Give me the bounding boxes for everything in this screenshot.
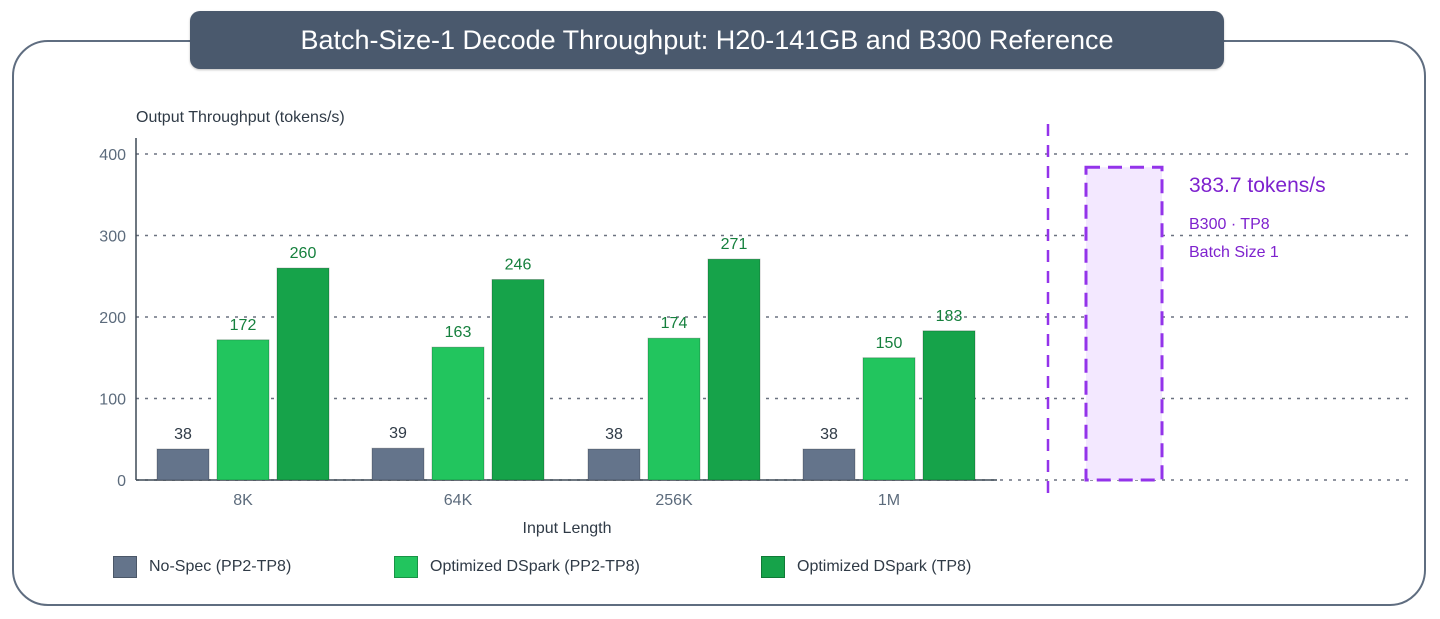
- bar-64K-series-1: [431, 346, 485, 481]
- bar-8K-series-0: [156, 448, 210, 481]
- bar-8K-series-2: [276, 267, 330, 481]
- x-tick-label: 256K: [655, 492, 693, 509]
- reference-bar: [1084, 165, 1164, 482]
- reference-config-label: B300 · TP8: [1189, 216, 1270, 233]
- bar-1M-series-0: [802, 448, 856, 481]
- x-tick-label: 1M: [878, 492, 900, 509]
- legend-swatch-dspark-pp2: [394, 556, 418, 578]
- legend-swatch-no-spec: [113, 556, 137, 578]
- legend-swatch-dspark-tp8: [761, 556, 785, 578]
- bar-value-label: 38: [174, 426, 192, 443]
- bar-1M-series-1: [862, 357, 916, 481]
- legend-item-dspark-tp8: Optimized DSpark (TP8): [761, 556, 971, 578]
- chart-title-text: Batch-Size-1 Decode Throughput: H20-141G…: [300, 24, 1114, 55]
- bar-value-label: 246: [505, 257, 532, 274]
- bar-value-label: 174: [661, 315, 688, 332]
- bar-1M-series-2: [922, 330, 976, 481]
- legend-label-dspark-tp8: Optimized DSpark (TP8): [797, 558, 972, 575]
- bar-value-label: 38: [605, 426, 623, 443]
- bar-64K-series-2: [491, 279, 545, 481]
- y-tick-label: 300: [99, 229, 126, 246]
- bar-value-label: 38: [820, 426, 838, 443]
- bars: [156, 258, 976, 481]
- legend-label-dspark-pp2: Optimized DSpark (PP2-TP8): [430, 558, 640, 575]
- x-axis-label: Input Length: [523, 520, 612, 537]
- bar-value-label: 163: [445, 324, 472, 341]
- y-tick-label: 200: [99, 310, 126, 327]
- chart-title: Batch-Size-1 Decode Throughput: H20-141G…: [190, 11, 1224, 69]
- legend-label-no-spec: No-Spec (PP2-TP8): [149, 558, 292, 575]
- reference-value-label: 383.7 tokens/s: [1189, 174, 1326, 197]
- bar-value-label: 39: [389, 425, 407, 442]
- legend-item-dspark-pp2: Optimized DSpark (PP2-TP8): [394, 556, 640, 578]
- bar-value-label: 271: [721, 236, 748, 253]
- y-tick-label: 0: [117, 473, 126, 490]
- bar-256K-series-2: [707, 258, 761, 481]
- bar-256K-series-1: [647, 337, 701, 481]
- bar-value-label: 172: [230, 317, 257, 334]
- x-tick-label: 64K: [444, 492, 473, 509]
- y-tick-label: 400: [99, 147, 126, 164]
- bar-value-label: 150: [876, 335, 903, 352]
- x-tick-label: 8K: [233, 492, 253, 509]
- y-axis-label: Output Throughput (tokens/s): [136, 109, 345, 126]
- bar-value-label: 260: [290, 245, 317, 262]
- reference-panel: [1046, 124, 1164, 498]
- bar-64K-series-0: [371, 447, 425, 481]
- bar-value-label: 183: [936, 308, 963, 325]
- labels: 0 100 200 300 400 38 172 260 8K 39 163 246 64K 38 174 2…: [99, 147, 962, 509]
- bar-8K-series-1: [216, 339, 270, 481]
- reference-batch-label: Batch Size 1: [1189, 244, 1279, 261]
- y-tick-label: 100: [99, 392, 126, 409]
- legend-item-no-spec: No-Spec (PP2-TP8): [113, 556, 291, 578]
- bar-256K-series-0: [587, 448, 641, 481]
